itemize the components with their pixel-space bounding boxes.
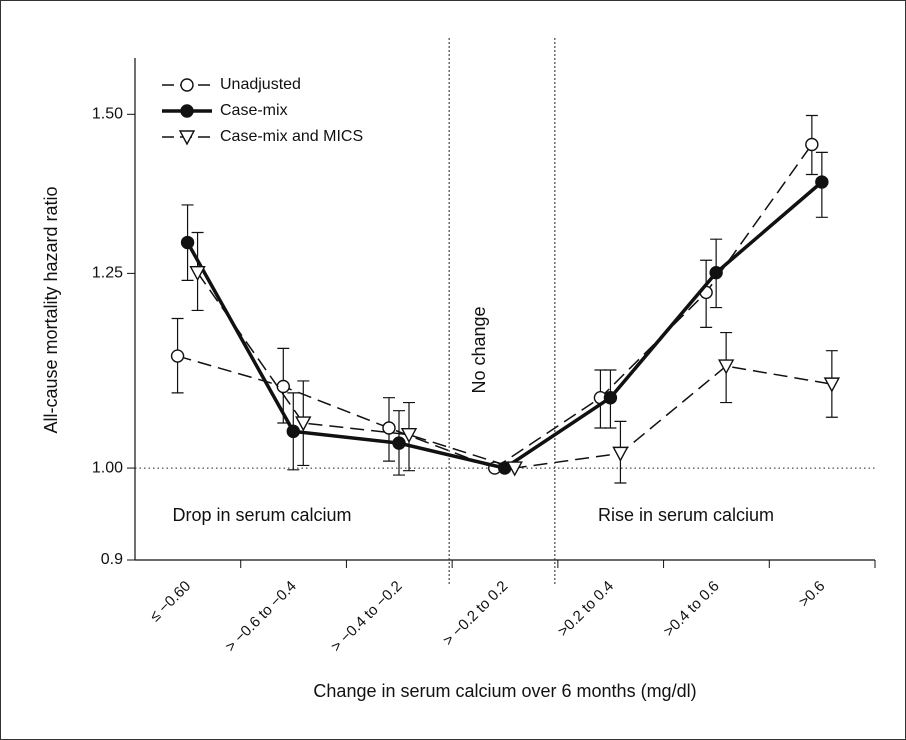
data-point [506, 461, 523, 477]
data-point [400, 427, 418, 444]
y-tick-label: 1.25 [92, 265, 123, 282]
data-point [603, 391, 618, 405]
legend-marker [180, 104, 194, 118]
y-axis-label: All-cause mortality hazard ratio [41, 186, 61, 433]
data-point [392, 436, 406, 450]
data-point [382, 421, 396, 435]
data-point [612, 446, 629, 462]
data-point [286, 424, 300, 439]
data-point [823, 377, 841, 393]
data-point [805, 137, 819, 152]
legend-label: Case-mix and MICS [220, 128, 363, 145]
annotation: Rise in serum calcium [598, 505, 774, 525]
legend-marker [178, 130, 196, 146]
y-tick-label: 1.00 [92, 459, 123, 476]
x-axis-label: Change in serum calcium over 6 months (m… [313, 681, 696, 701]
legend-label: Unadjusted [220, 76, 301, 93]
data-point [295, 416, 312, 432]
data-point [276, 379, 290, 394]
legend-marker [180, 78, 194, 92]
legend-label: Case-mix [220, 102, 288, 119]
data-point [717, 359, 735, 375]
data-point [709, 265, 723, 280]
annotation: No change [469, 306, 489, 393]
y-tick-label: 0.9 [101, 551, 123, 568]
y-tick-label: 1.50 [92, 106, 123, 123]
data-point [815, 175, 829, 189]
data-point [189, 265, 206, 282]
annotation: Drop in serum calcium [172, 505, 351, 525]
data-point [170, 349, 185, 363]
data-point [180, 235, 195, 250]
